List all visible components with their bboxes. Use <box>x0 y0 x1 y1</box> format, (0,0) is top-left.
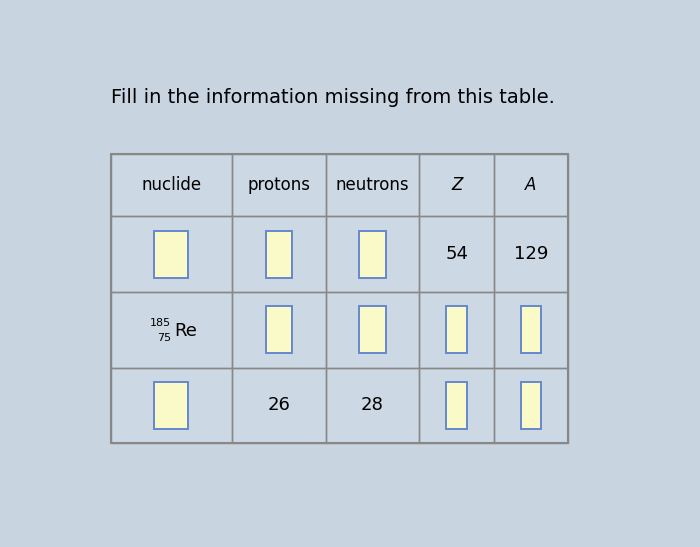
Bar <box>446 382 467 429</box>
Bar <box>326 292 419 368</box>
Text: 54: 54 <box>445 245 468 263</box>
Text: 75: 75 <box>158 333 172 343</box>
Bar <box>419 216 494 292</box>
Text: 28: 28 <box>361 396 384 414</box>
Bar <box>266 306 292 353</box>
Text: neutrons: neutrons <box>336 176 410 194</box>
Bar <box>232 154 326 216</box>
Bar <box>494 216 568 292</box>
Bar <box>359 231 386 277</box>
Bar <box>266 231 292 277</box>
Text: A: A <box>525 176 537 194</box>
Text: 185: 185 <box>150 318 172 328</box>
Text: protons: protons <box>247 176 310 194</box>
Bar <box>326 368 419 443</box>
Bar <box>155 382 188 429</box>
Text: Re: Re <box>174 322 197 340</box>
Bar <box>155 231 188 277</box>
Bar <box>232 368 326 443</box>
Bar <box>419 368 494 443</box>
Bar <box>326 216 419 292</box>
Text: Z: Z <box>451 176 462 194</box>
Text: Fill in the information missing from this table.: Fill in the information missing from thi… <box>111 89 554 107</box>
Bar <box>111 154 232 216</box>
Text: nuclide: nuclide <box>141 176 202 194</box>
Bar <box>419 154 494 216</box>
Bar <box>446 306 467 353</box>
Bar <box>521 306 541 353</box>
Bar <box>419 292 494 368</box>
Bar <box>111 154 568 443</box>
Text: 26: 26 <box>267 396 290 414</box>
Bar <box>494 154 568 216</box>
Bar <box>326 154 419 216</box>
Bar <box>494 368 568 443</box>
Bar <box>232 292 326 368</box>
Bar <box>359 306 386 353</box>
Bar <box>111 368 232 443</box>
Text: 129: 129 <box>514 245 548 263</box>
Bar <box>111 216 232 292</box>
Bar <box>232 216 326 292</box>
Bar <box>494 292 568 368</box>
Bar <box>521 382 541 429</box>
Bar <box>111 292 232 368</box>
